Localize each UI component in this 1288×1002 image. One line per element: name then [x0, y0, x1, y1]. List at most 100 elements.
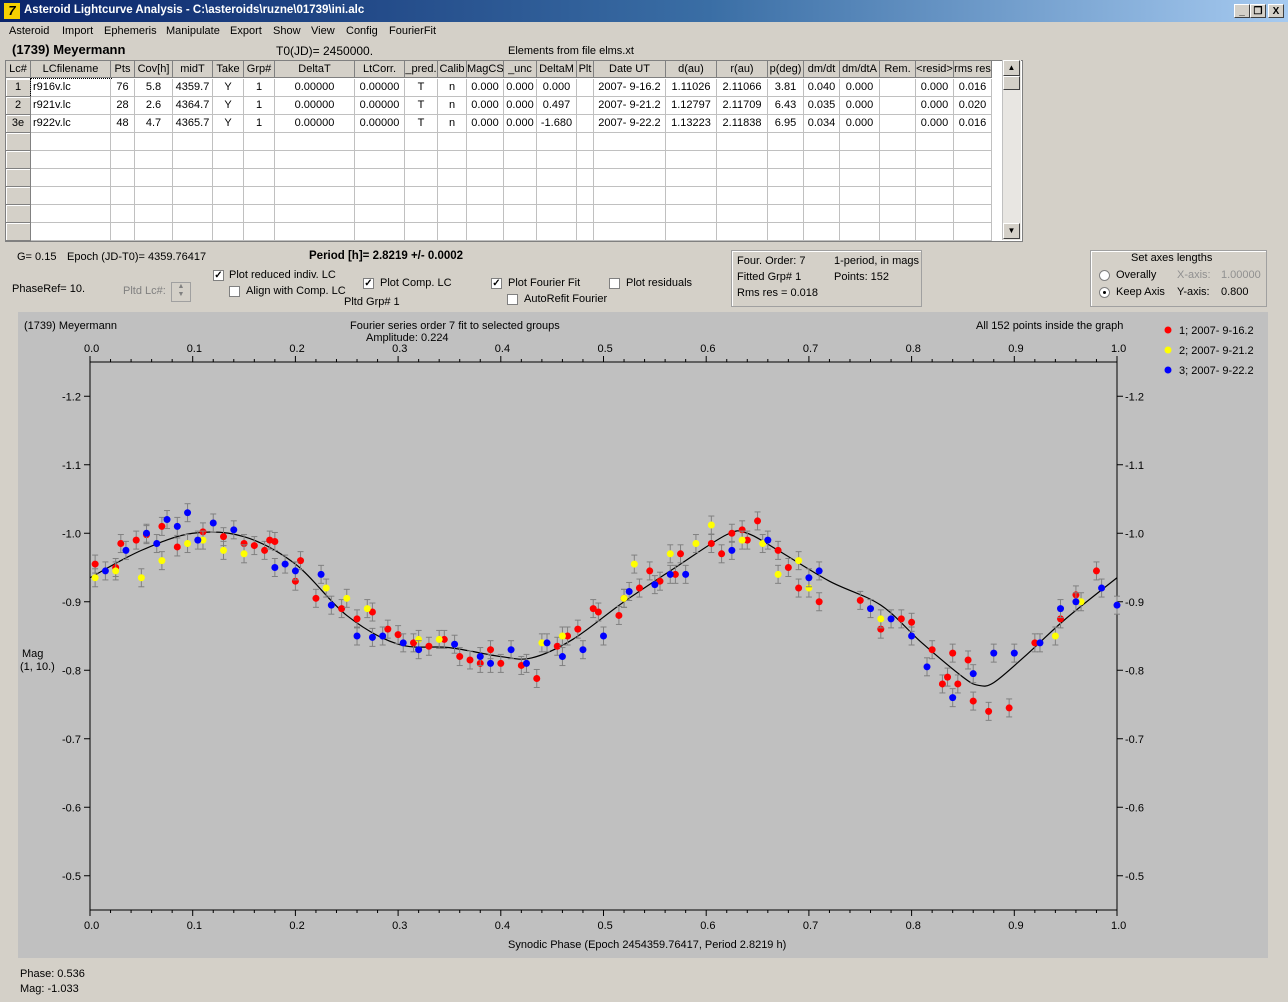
table-cell[interactable]: n	[438, 97, 467, 115]
table-cell[interactable]	[135, 133, 173, 151]
table-cell[interactable]: 0.00000	[355, 115, 405, 133]
table-cell[interactable]	[213, 169, 244, 187]
table-cell[interactable]	[438, 187, 467, 205]
table-cell[interactable]: n	[438, 79, 467, 97]
table-cell[interactable]	[537, 151, 577, 169]
table-cell[interactable]	[355, 151, 405, 169]
table-cell[interactable]	[467, 133, 504, 151]
table-cell[interactable]	[768, 169, 804, 187]
table-cell[interactable]	[173, 169, 213, 187]
table-cell[interactable]	[537, 187, 577, 205]
table-cell[interactable]	[577, 169, 594, 187]
table-cell[interactable]	[135, 223, 173, 241]
column-header[interactable]: Cov[h]	[135, 61, 173, 78]
menu-import[interactable]: Import	[62, 25, 94, 37]
table-cell[interactable]: 2007- 9-16.2	[594, 79, 666, 97]
table-cell[interactable]	[537, 205, 577, 223]
table-cell[interactable]	[594, 187, 666, 205]
table-cell[interactable]: 0.00000	[275, 97, 355, 115]
table-cell[interactable]	[880, 151, 916, 169]
column-header[interactable]: LtCorr.	[355, 61, 405, 78]
table-cell[interactable]	[880, 133, 916, 151]
table-cell[interactable]	[275, 187, 355, 205]
table-cell[interactable]: 0.000	[504, 97, 537, 115]
table-cell[interactable]	[804, 205, 840, 223]
table-cell[interactable]	[275, 151, 355, 169]
table-cell[interactable]	[717, 187, 768, 205]
table-cell[interactable]: 4365.7	[173, 115, 213, 133]
column-header[interactable]: Pts	[111, 61, 135, 78]
table-cell[interactable]: 0.000	[467, 79, 504, 97]
table-cell[interactable]	[405, 205, 438, 223]
table-cell[interactable]	[467, 205, 504, 223]
table-cell[interactable]: 6.43	[768, 97, 804, 115]
table-cell[interactable]	[173, 205, 213, 223]
table-cell[interactable]: 0.00000	[355, 97, 405, 115]
table-cell[interactable]	[438, 205, 467, 223]
table-cell[interactable]	[954, 205, 992, 223]
column-header[interactable]: p(deg)	[768, 61, 804, 78]
table-cell[interactable]: 0.00000	[355, 79, 405, 97]
table-cell[interactable]: 0.00000	[275, 79, 355, 97]
table-cell[interactable]: 2.11066	[717, 79, 768, 97]
table-cell[interactable]	[594, 151, 666, 169]
table-cell[interactable]	[840, 205, 880, 223]
table-cell[interactable]: r922v.lc	[31, 115, 111, 133]
table-cell[interactable]	[666, 223, 717, 241]
table-cell[interactable]	[135, 151, 173, 169]
table-cell[interactable]: 0.497	[537, 97, 577, 115]
table-cell[interactable]: 2.11838	[717, 115, 768, 133]
row-header[interactable]: 1	[6, 79, 31, 97]
table-cell[interactable]	[31, 223, 111, 241]
table-cell[interactable]	[577, 97, 594, 115]
table-cell[interactable]	[355, 223, 405, 241]
table-cell[interactable]	[275, 223, 355, 241]
table-cell[interactable]	[768, 151, 804, 169]
table-cell[interactable]	[405, 223, 438, 241]
table-cell[interactable]	[275, 133, 355, 151]
column-header[interactable]: r(au)	[717, 61, 768, 78]
table-cell[interactable]: 1.12797	[666, 97, 717, 115]
table-cell[interactable]	[804, 223, 840, 241]
table-cell[interactable]	[467, 187, 504, 205]
table-cell[interactable]: 28	[111, 97, 135, 115]
table-cell[interactable]	[916, 151, 954, 169]
table-cell[interactable]: 0.034	[804, 115, 840, 133]
table-cell[interactable]: 1.13223	[666, 115, 717, 133]
table-cell[interactable]: 76	[111, 79, 135, 97]
table-cell[interactable]	[804, 187, 840, 205]
table-cell[interactable]: T	[405, 97, 438, 115]
table-cell[interactable]: 0.020	[954, 97, 992, 115]
restore-button[interactable]: ❐	[1250, 4, 1266, 18]
table-cell[interactable]: -1.680	[537, 115, 577, 133]
table-cell[interactable]: 0.000	[504, 115, 537, 133]
row-header[interactable]: 3e	[6, 115, 31, 133]
align-comp-checkbox[interactable]	[229, 286, 240, 297]
table-cell[interactable]	[467, 169, 504, 187]
column-header[interactable]: Take	[213, 61, 244, 78]
table-cell[interactable]	[244, 133, 275, 151]
column-header[interactable]: MagCS	[467, 61, 504, 78]
table-cell[interactable]: 0.035	[804, 97, 840, 115]
table-cell[interactable]	[768, 187, 804, 205]
plot-fourier-checkbox[interactable]: ✓	[491, 278, 502, 289]
column-header[interactable]: Lc#	[6, 61, 31, 78]
phase-ref[interactable]: PhaseRef= 10.	[12, 283, 86, 295]
table-cell[interactable]	[438, 133, 467, 151]
menu-view[interactable]: View	[311, 25, 335, 37]
table-cell[interactable]: 0.000	[504, 79, 537, 97]
table-cell[interactable]	[111, 133, 135, 151]
table-cell[interactable]	[880, 187, 916, 205]
table-scrollbar[interactable]: ▲ ▼	[1002, 60, 1021, 240]
lightcurve-table[interactable]: Lc# LCfilename Pts Cov[h] midT Take Grp# DeltaT…	[5, 60, 1023, 242]
table-cell[interactable]	[717, 133, 768, 151]
table-cell[interactable]	[916, 205, 954, 223]
column-header[interactable]: dm/dt	[804, 61, 840, 78]
table-cell[interactable]	[840, 151, 880, 169]
table-cell[interactable]: 1.11026	[666, 79, 717, 97]
table-cell[interactable]	[504, 187, 537, 205]
row-header[interactable]	[6, 205, 31, 223]
table-cell[interactable]	[666, 133, 717, 151]
app-icon[interactable]: 7	[4, 3, 20, 19]
column-header[interactable]: Grp#	[244, 61, 275, 78]
